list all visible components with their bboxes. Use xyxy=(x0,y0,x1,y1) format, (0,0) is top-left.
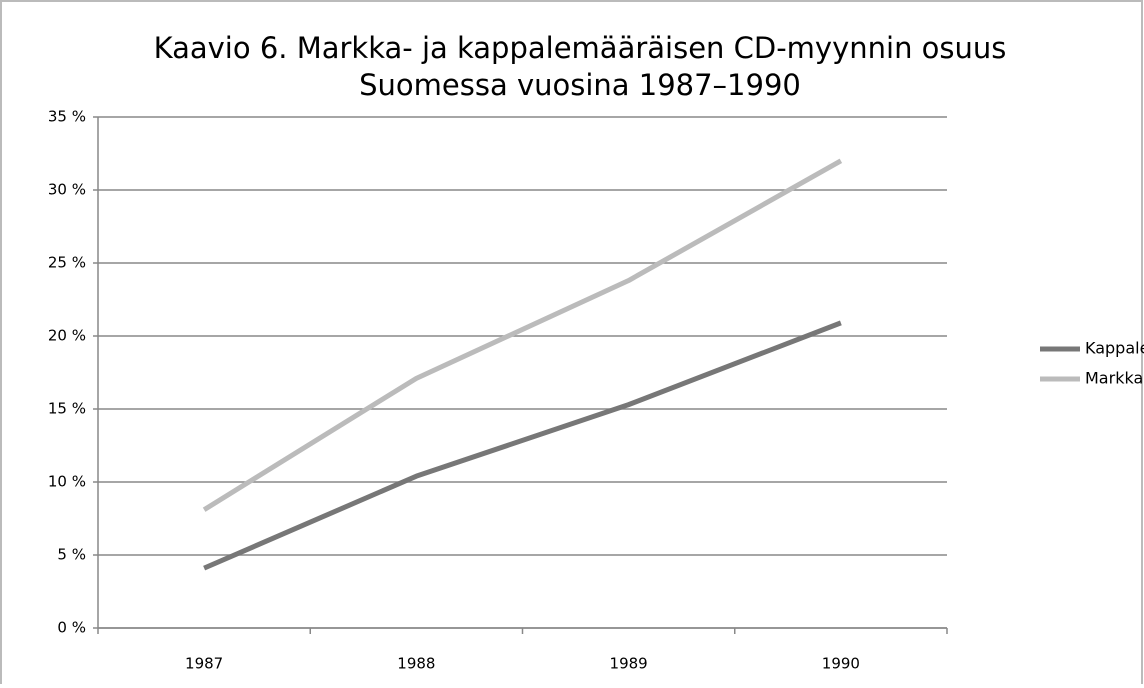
x-tick-label: 1990 xyxy=(822,655,860,673)
legend-label: Markkaa xyxy=(1085,369,1144,388)
x-tick-label: 1989 xyxy=(610,655,648,673)
y-tick-label: 20 % xyxy=(48,327,86,345)
x-tick-label: 1987 xyxy=(185,655,223,673)
chart-title: Kaavio 6. Markka- ja kappalemääräisen CD… xyxy=(154,31,1007,65)
y-tick-label: 15 % xyxy=(48,400,86,418)
y-tick-label: 5 % xyxy=(57,546,86,564)
y-tick-label: 10 % xyxy=(48,473,86,491)
y-tick-label: 0 % xyxy=(57,619,86,637)
chart-title: Suomessa vuosina 1987–1990 xyxy=(359,68,801,102)
x-tick-label: 1988 xyxy=(397,655,435,673)
y-tick-label: 25 % xyxy=(48,254,86,272)
line xyxy=(203,320,842,571)
line xyxy=(202,158,843,512)
y-tick-label: 35 % xyxy=(48,108,86,126)
legend-label: Kappaletta xyxy=(1085,339,1144,358)
y-tick-label: 30 % xyxy=(48,181,86,199)
